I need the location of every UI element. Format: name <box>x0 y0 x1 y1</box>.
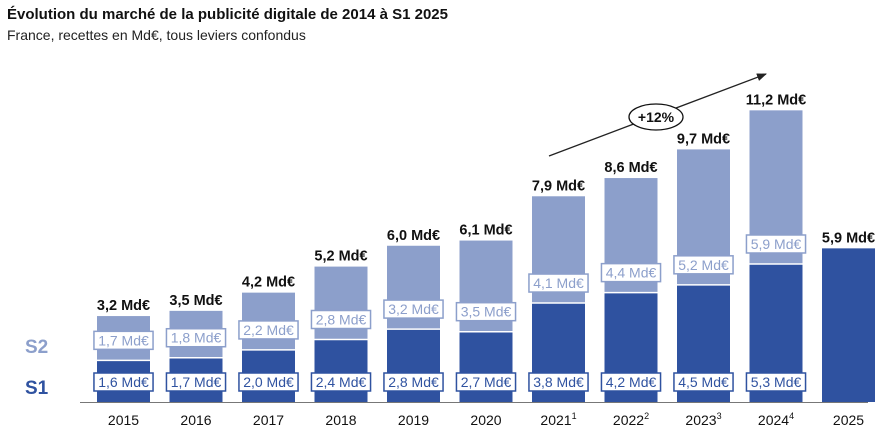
label-s2-2017-box <box>238 320 299 340</box>
x-tick-2021: 20211 <box>540 411 576 428</box>
chart-subtitle: France, recettes en Md€, tous leviers co… <box>7 27 306 43</box>
label-s1-2020-box <box>455 372 517 392</box>
label-s1-2022-box <box>600 372 662 392</box>
label-s2-2020-box <box>455 301 517 322</box>
total-label-2016: 3,5 Md€ <box>169 293 222 309</box>
label-s2-2024-box <box>745 234 807 254</box>
bar-s1-2018 <box>314 339 368 402</box>
x-tick-2015: 2015 <box>108 412 139 428</box>
label-s1-2016-box <box>165 372 227 392</box>
label-s2-2018: 2,8 Md€ <box>316 312 367 328</box>
label-s2-2018-box <box>310 309 372 330</box>
total-label-2025: 5,9 Md€ <box>822 230 875 246</box>
label-s1-2017-box <box>238 372 299 392</box>
label-s1-2024: 5,3 Md€ <box>751 374 802 390</box>
label-s1-2024-box <box>745 372 807 392</box>
x-tick-2025: 2025 <box>833 412 864 428</box>
label-s1-2023-box <box>673 372 734 392</box>
x-tick-2017: 2017 <box>253 412 284 428</box>
label-s2-2021: 4,1 Md€ <box>533 275 584 291</box>
label-s2-2022: 4,4 Md€ <box>606 265 657 281</box>
total-label-2021: 7,9 Md€ <box>532 178 585 194</box>
label-s2-2019: 3,2 Md€ <box>388 301 439 317</box>
label-s2-2021-box <box>528 273 589 293</box>
bar-s1-2025 <box>822 248 875 402</box>
label-s1-2023: 4,5 Md€ <box>678 374 729 390</box>
x-tick-2022: 20222 <box>613 411 649 428</box>
x-tick-2020: 2020 <box>470 412 501 428</box>
x-tick-footnote-2023: 3 <box>717 411 722 421</box>
label-s1-2021: 3,8 Md€ <box>533 374 584 390</box>
x-tick-2016: 2016 <box>180 412 211 428</box>
label-s2-2016-box <box>165 327 227 348</box>
label-s1-2016: 1,7 Md€ <box>171 374 222 390</box>
label-s1-2015-box <box>93 372 154 392</box>
x-tick-2018: 2018 <box>325 412 356 428</box>
x-tick-footnote-2024: 4 <box>789 411 794 421</box>
chart-title: Évolution du marché de la publicité digi… <box>7 6 448 23</box>
label-s1-2018: 2,4 Md€ <box>316 374 367 390</box>
x-tick-footnote-2021: 1 <box>572 411 577 421</box>
label-s2-2020: 3,5 Md€ <box>461 304 512 320</box>
label-s1-2017: 2,0 Md€ <box>243 374 294 390</box>
total-label-2024: 11,2 Md€ <box>746 92 806 108</box>
label-s2-2015: 1,7 Md€ <box>98 332 149 348</box>
label-s2-2023: 5,2 Md€ <box>678 257 729 273</box>
label-s2-2023-box <box>673 255 734 275</box>
label-s1-2018-box <box>310 372 372 392</box>
label-s2-2019-box <box>383 299 444 319</box>
label-s2-2022-box <box>600 262 662 283</box>
total-label-2018: 5,2 Md€ <box>314 249 367 265</box>
growth-badge <box>628 103 684 131</box>
label-s1-2019-box <box>383 372 444 392</box>
x-tick-2023: 20233 <box>685 411 721 428</box>
growth-annotation: +12% <box>638 109 675 125</box>
total-label-2022: 8,6 Md€ <box>604 160 657 176</box>
total-label-2015: 3,2 Md€ <box>97 298 150 314</box>
label-s2-2016: 1,8 Md€ <box>171 330 222 346</box>
x-tick-2024: 20244 <box>758 411 794 428</box>
label-s2-2017: 2,2 Md€ <box>243 322 294 338</box>
label-s1-2022: 4,2 Md€ <box>606 374 657 390</box>
total-label-2023: 9,7 Md€ <box>677 131 730 147</box>
label-s2-2024: 5,9 Md€ <box>751 236 802 252</box>
x-tick-2019: 2019 <box>398 412 429 428</box>
total-label-2019: 6,0 Md€ <box>387 228 440 244</box>
legend-s2: S2 <box>25 337 48 358</box>
legend-s1: S1 <box>25 378 49 399</box>
label-s1-2020: 2,7 Md€ <box>461 374 512 390</box>
total-label-2020: 6,1 Md€ <box>459 223 512 239</box>
label-s1-2015: 1,6 Md€ <box>98 374 149 390</box>
label-s2-2015-box <box>93 330 154 351</box>
total-label-2017: 4,2 Md€ <box>242 275 295 291</box>
x-tick-footnote-2022: 2 <box>644 411 649 421</box>
label-s1-2021-box <box>528 372 589 392</box>
label-s1-2019: 2,8 Md€ <box>388 374 439 390</box>
